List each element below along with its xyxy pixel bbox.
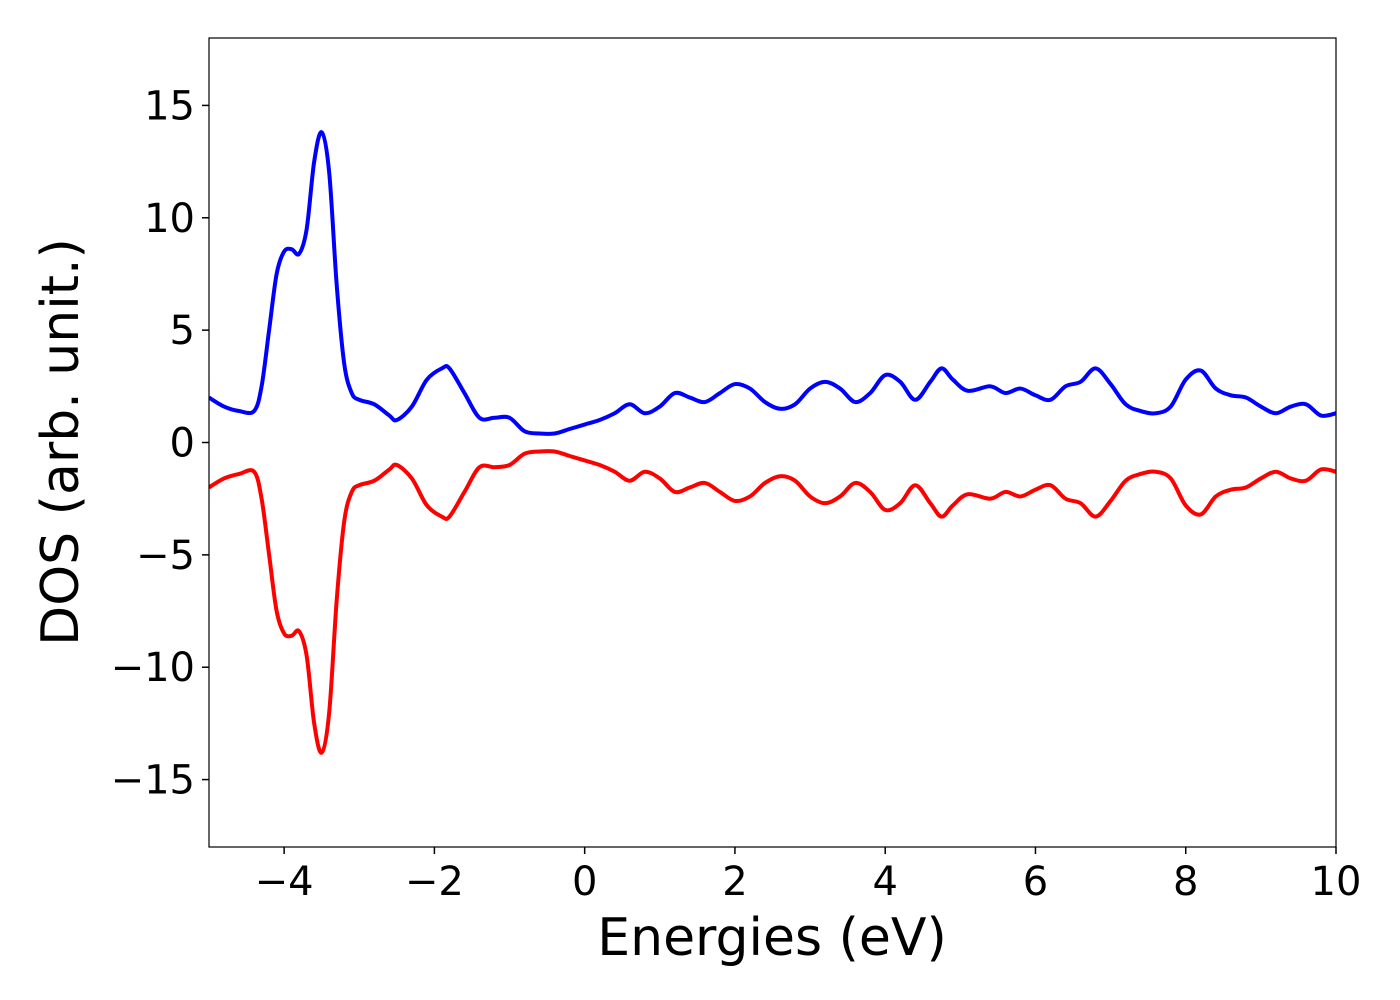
y-tick-label: 5 [170,308,195,354]
x-tick-label: 10 [1311,859,1362,905]
y-tick-label: 10 [144,196,195,242]
x-tick-label: 4 [872,859,897,905]
x-tick-label: 6 [1023,859,1048,905]
y-tick-label: 15 [144,83,195,129]
x-tick-label: −2 [405,859,464,905]
data-line [209,449,1336,755]
data-line [209,130,1336,436]
x-tick-label: −4 [255,859,314,905]
x-axis-label: Energies (eV) [597,908,946,968]
x-tick-label: 8 [1173,859,1198,905]
x-tick-label: 2 [722,859,747,905]
y-tick-label: −5 [136,533,195,579]
y-tick-label: 0 [170,421,195,467]
y-axis-label: DOS (arb. unit.) [31,238,91,646]
y-tick-label: −10 [111,645,195,691]
plot-frame [208,37,1337,848]
x-tick-label: 0 [572,859,597,905]
y-tick-label: −15 [111,758,195,804]
